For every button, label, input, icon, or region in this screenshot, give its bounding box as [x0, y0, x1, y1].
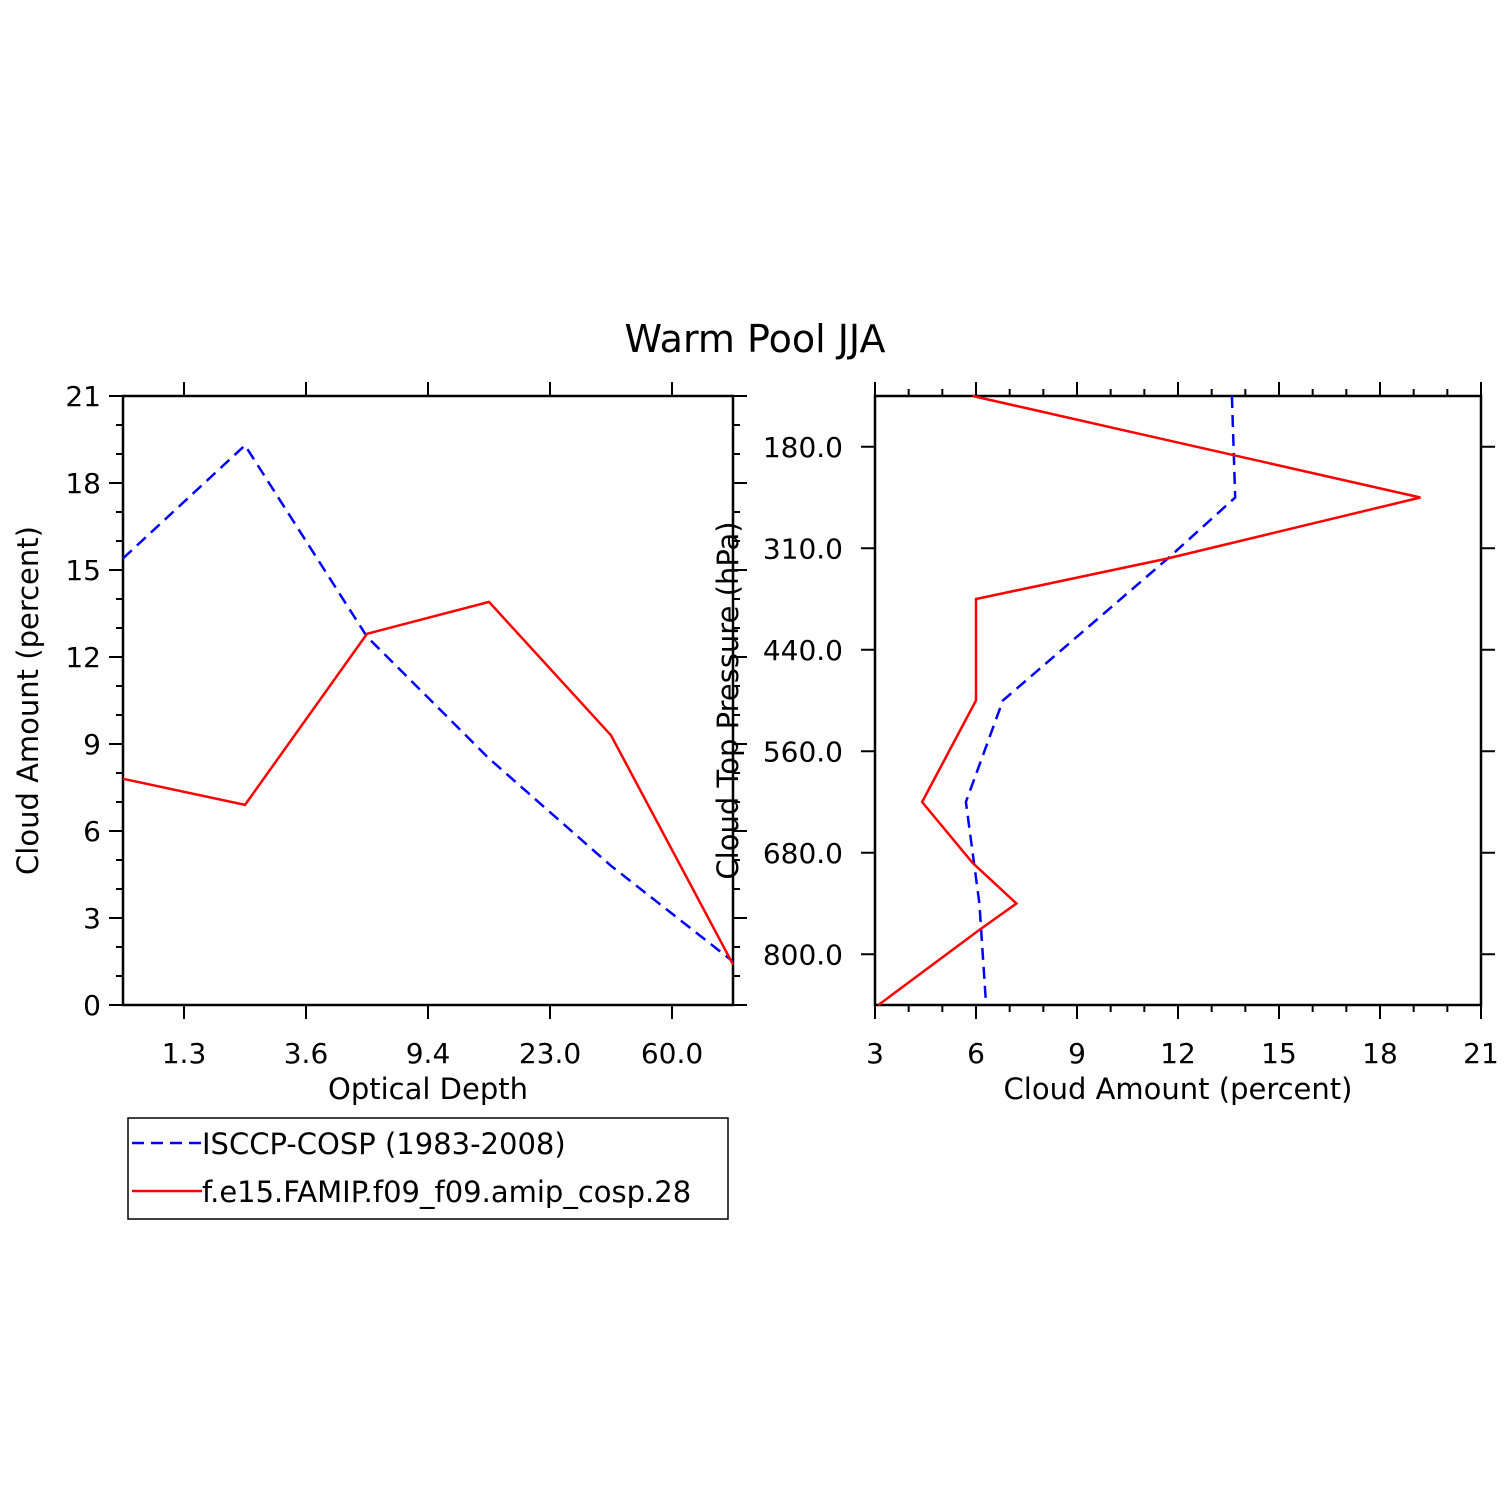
x-tick-label: 6 — [967, 1037, 985, 1070]
x-tick-label: 23.0 — [519, 1037, 581, 1070]
x-tick-label: 21 — [1463, 1037, 1499, 1070]
figure-title: Warm Pool JJA — [625, 317, 886, 361]
x-tick-label: 1.3 — [162, 1037, 207, 1070]
y-axis-label: Cloud Amount (percent) — [11, 526, 45, 875]
x-tick-label: 60.0 — [641, 1037, 703, 1070]
x-tick-label: 9 — [1068, 1037, 1086, 1070]
series-line-model — [877, 394, 1421, 1007]
x-axis-label: Cloud Amount (percent) — [1004, 1072, 1353, 1106]
legend-label-model: f.e15.FAMIP.f09_f09.amip_cosp.28 — [202, 1175, 691, 1209]
plot-frame — [121, 394, 735, 1007]
y-tick-label: 12 — [65, 641, 101, 674]
x-tick-label: 3.6 — [284, 1037, 329, 1070]
series-line-obs — [964, 395, 1237, 1006]
y-tick-label: 9 — [83, 728, 101, 761]
y-tick-label: 21 — [65, 380, 101, 413]
x-tick-label: 15 — [1261, 1037, 1297, 1070]
y-tick-label: 310.0 — [763, 532, 843, 565]
y-tick-label: 3 — [83, 902, 101, 935]
plot-frame — [873, 394, 1483, 1007]
x-tick-label: 12 — [1160, 1037, 1196, 1070]
cloud-top-pressure-panel: 3 6 9 12 15 18 21 180.0 310.0 440.0 560.0 680.0 800.… — [711, 382, 1499, 1106]
optical-depth-panel: 0 3 6 9 12 15 18 21 1.3 3.6 9.4 23.0 60.0 Optical Dep… — [11, 380, 747, 1106]
y-tick-label: 560.0 — [763, 735, 843, 768]
series-line-obs — [122, 443, 734, 963]
legend-box — [127, 1117, 729, 1220]
y-tick-label: 440.0 — [763, 634, 843, 667]
y-tick-label: 15 — [65, 554, 101, 587]
y-axis-label: Cloud Top Pressure (hPa) — [711, 521, 745, 879]
y-tick-label: 0 — [83, 989, 101, 1022]
y-tick-label: 180.0 — [763, 431, 843, 464]
x-tick-label: 18 — [1362, 1037, 1398, 1070]
x-tick-label: 3 — [866, 1037, 884, 1070]
x-axis-label: Optical Depth — [328, 1072, 528, 1106]
y-tick-label: 800.0 — [763, 938, 843, 971]
x-tick-label: 9.4 — [406, 1037, 451, 1070]
y-tick-label: 680.0 — [763, 837, 843, 870]
y-tick-label: 6 — [83, 815, 101, 848]
y-tick-label: 18 — [65, 467, 101, 500]
legend: ISCCP-COSP (1983-2008) f.e15.FAMIP.f09_f… — [127, 1117, 729, 1220]
legend-label-obs: ISCCP-COSP (1983-2008) — [202, 1127, 566, 1161]
series-line-model — [122, 600, 735, 965]
